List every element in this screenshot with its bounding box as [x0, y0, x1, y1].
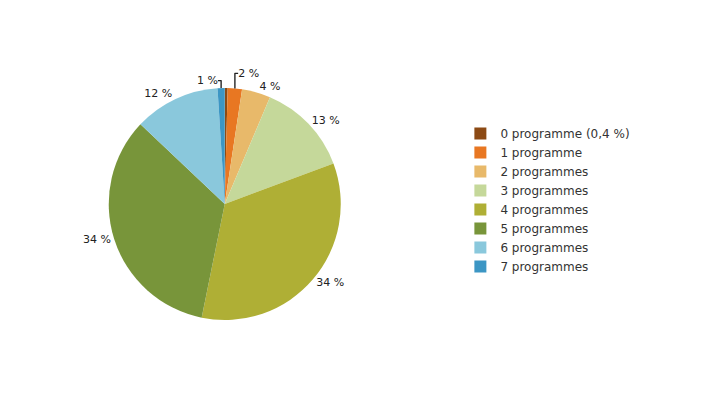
svg-text:13 %: 13 % [312, 114, 340, 127]
svg-text:6 programmes: 6 programmes [500, 241, 588, 255]
svg-text:5 programmes: 5 programmes [500, 222, 588, 236]
svg-text:4 %: 4 % [260, 80, 281, 93]
svg-text:0 programme (0,4 %): 0 programme (0,4 %) [500, 127, 629, 141]
svg-text:2 %: 2 % [238, 67, 259, 80]
svg-text:34 %: 34 % [316, 276, 344, 289]
svg-text:1 programme: 1 programme [500, 146, 582, 160]
svg-text:7 programmes: 7 programmes [500, 260, 588, 274]
svg-text:2 programmes: 2 programmes [500, 165, 588, 179]
svg-text:1 %: 1 % [197, 74, 218, 87]
svg-text:34 %: 34 % [83, 233, 111, 246]
svg-text:3 programmes: 3 programmes [500, 184, 588, 198]
svg-text:12 %: 12 % [144, 87, 172, 100]
svg-text:4 programmes: 4 programmes [500, 203, 588, 217]
